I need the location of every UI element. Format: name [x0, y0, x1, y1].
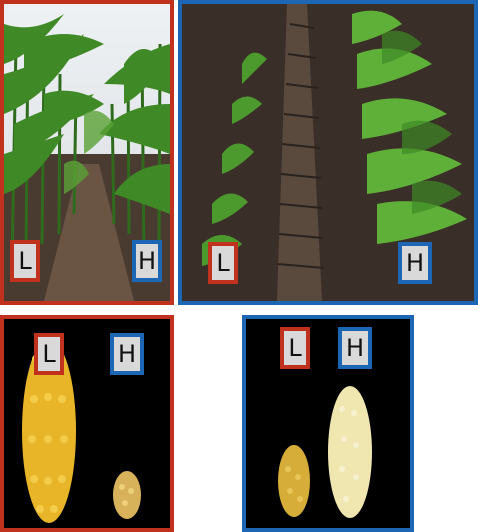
label-H-badge: H: [132, 240, 162, 282]
top-right-corn-rows-photo: L H: [178, 0, 478, 305]
label-L-badge: L: [34, 333, 64, 375]
label-H-badge: H: [110, 333, 144, 375]
tall-corn-field-image: [4, 4, 170, 301]
label-L-badge: L: [280, 327, 310, 369]
label-H-badge: H: [398, 242, 432, 284]
corn-ears-comparison-image: [4, 319, 170, 528]
bottom-left-corn-ears-photo: L H: [0, 315, 174, 532]
label-L-badge: L: [10, 240, 40, 282]
corn-ears-comparison-image: [246, 319, 410, 528]
label-H-badge: H: [338, 327, 372, 369]
bottom-right-corn-ears-photo: L H: [242, 315, 414, 532]
label-L-badge: L: [208, 242, 238, 284]
top-left-corn-field-photo: L H: [0, 0, 174, 305]
